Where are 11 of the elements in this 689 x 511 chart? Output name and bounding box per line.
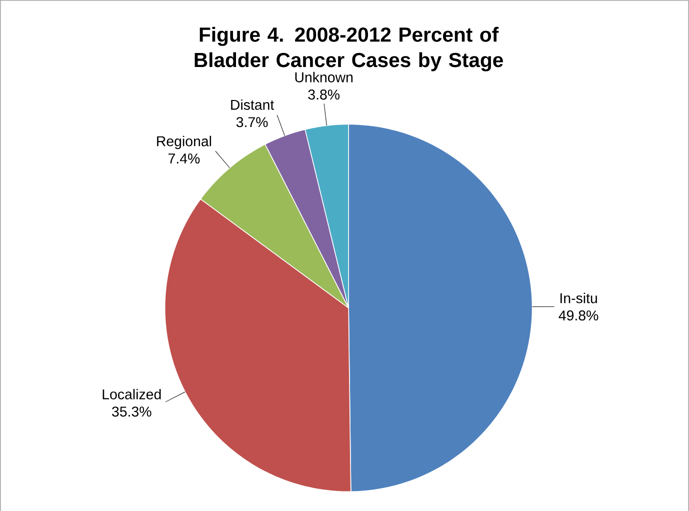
data-label: 3.7% bbox=[236, 116, 268, 127]
slice-label: Distant bbox=[231, 99, 274, 110]
slice-label: Regional bbox=[157, 136, 212, 149]
slice-label: In-situ bbox=[560, 292, 597, 304]
slice-label: Unknown bbox=[295, 72, 353, 82]
slice-label: Localized bbox=[102, 388, 161, 400]
data-label: 49.8% bbox=[558, 310, 598, 320]
data-label: 35.3% bbox=[112, 406, 152, 416]
chart-title: Figure 4. 2008-2012 Percent of Bladder Cancer Cases by Stage bbox=[194, 26, 503, 72]
data-label: 7.4% bbox=[168, 153, 200, 164]
data-label: 3.8% bbox=[308, 89, 340, 100]
